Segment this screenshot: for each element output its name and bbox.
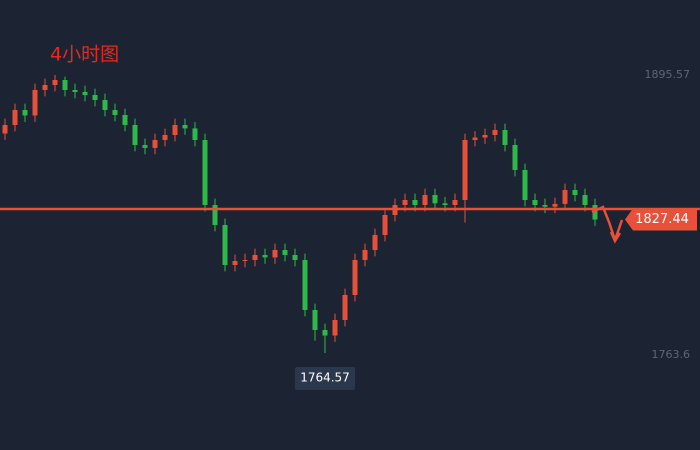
candle-body — [242, 259, 248, 262]
candle-body — [302, 259, 308, 310]
candle-body — [422, 194, 428, 206]
candle-body — [122, 114, 128, 125]
candle-body — [582, 194, 588, 206]
candle-body — [542, 205, 548, 207]
candle-body — [82, 91, 88, 95]
candle-body — [342, 294, 348, 321]
candle-body — [272, 250, 278, 258]
candle-body — [92, 94, 98, 100]
candle-body — [142, 144, 148, 148]
candle-body — [532, 199, 538, 206]
candle-body — [22, 109, 28, 116]
candle-body — [372, 235, 378, 251]
y-tick-label: 1763.6 — [652, 348, 691, 361]
candle-body — [492, 129, 498, 136]
candle-body — [222, 224, 228, 265]
candle-body — [352, 259, 358, 295]
candle-body — [512, 144, 518, 170]
candle-body — [472, 137, 478, 140]
candle-body — [382, 214, 388, 236]
candle-body — [322, 329, 328, 336]
chart-title: 4小时图 — [50, 44, 119, 66]
last-price-label: 1827.44 — [635, 212, 689, 227]
candle-body — [2, 124, 8, 134]
candle-body — [402, 199, 408, 206]
min-price-box — [295, 366, 355, 390]
candle-body — [12, 109, 18, 125]
candle-body — [442, 203, 448, 206]
candle-body — [132, 124, 138, 145]
min-price-label: 1764.57 — [300, 370, 350, 384]
candle-body — [292, 254, 298, 260]
candle-body — [182, 124, 188, 129]
candle-body — [112, 109, 118, 115]
arrow — [591, 205, 624, 244]
candle-body — [592, 205, 598, 220]
last-price-box — [625, 208, 697, 231]
candle-body — [572, 190, 578, 195]
candle-body — [432, 194, 438, 204]
candle-body — [62, 79, 68, 91]
candle-body — [282, 250, 288, 255]
candle-body — [252, 254, 258, 260]
candle-body — [552, 203, 558, 207]
candle-body — [502, 129, 508, 145]
candle-body — [52, 79, 58, 85]
y-tick-label: 1895.57 — [645, 68, 691, 81]
candle-body — [232, 261, 238, 265]
candle-body — [202, 139, 208, 206]
candle-body — [262, 254, 268, 258]
candle-body — [562, 190, 568, 204]
candle-body — [462, 139, 468, 200]
candle-body — [162, 135, 168, 140]
candle-body — [332, 320, 338, 336]
candle-body — [522, 169, 528, 200]
candle-body — [452, 199, 458, 206]
candle-body — [32, 90, 38, 116]
candle-body — [172, 124, 178, 136]
candle-body — [192, 128, 198, 140]
candle-body — [102, 99, 108, 110]
candle-body — [312, 309, 318, 330]
candle-body — [152, 139, 158, 148]
candle-body — [72, 90, 78, 92]
candle-body — [482, 135, 488, 138]
candle-body — [362, 250, 368, 260]
candle-body — [412, 199, 418, 206]
candle-body — [212, 205, 218, 225]
candle-body — [42, 84, 48, 91]
